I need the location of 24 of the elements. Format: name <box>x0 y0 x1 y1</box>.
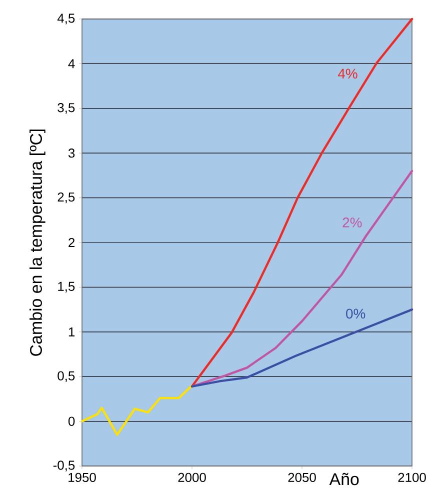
y-tick-label: 0,5 <box>58 371 75 382</box>
y-tick-label: 2,5 <box>58 192 75 204</box>
y-tick-label: 3,5 <box>58 103 75 114</box>
x-tick-label: 2050 <box>288 472 316 482</box>
y-tick-label: 0 <box>68 416 75 426</box>
y-tick-label: 4 <box>68 59 75 68</box>
series-label: 4% <box>338 68 358 79</box>
y-tick-label: 2 <box>68 238 74 248</box>
y-tick-label: 1 <box>68 327 75 336</box>
line-series <box>190 18 414 388</box>
x-tick-label: 1950 <box>68 472 96 482</box>
x-tick-label: 2100 <box>398 472 426 482</box>
x-tick-label: 2000 <box>178 472 206 482</box>
y-tick-label: 1,5 <box>58 282 75 292</box>
x-axis-title: Año <box>329 472 359 486</box>
y-axis-title: Cambio en la temperatura [ºC] <box>30 130 46 356</box>
y-tick-label: 4,5 <box>57 14 75 24</box>
line-series <box>190 170 414 388</box>
series-label: 2% <box>342 218 362 228</box>
y-tick-label: 3 <box>68 148 75 158</box>
series-label: 0% <box>346 308 366 319</box>
line-series <box>80 384 194 436</box>
line-series <box>190 308 414 388</box>
y-tick-label: -0,5 <box>53 460 75 472</box>
